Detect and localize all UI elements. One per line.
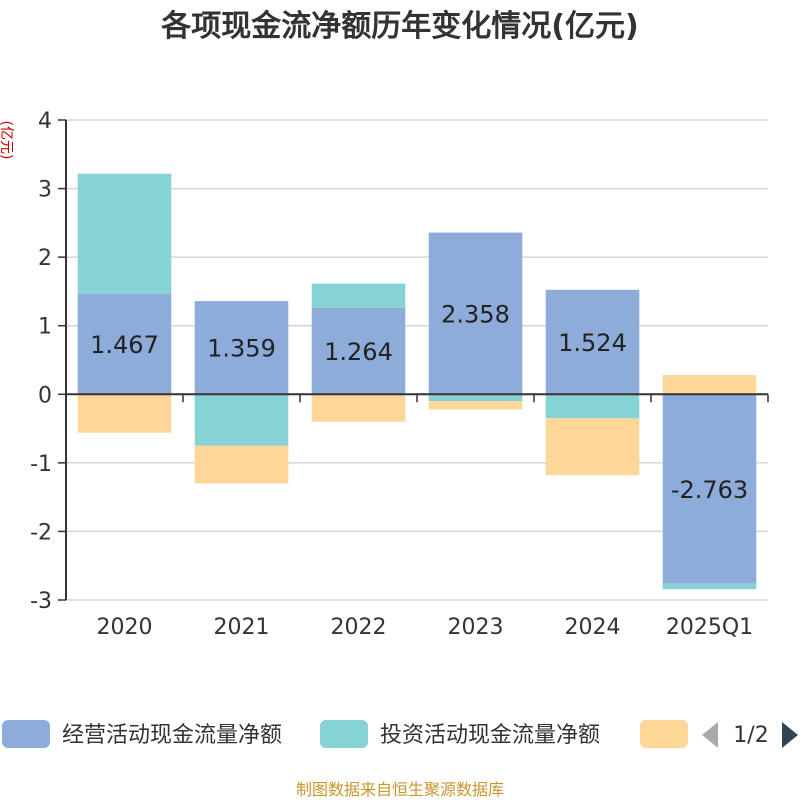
data-label: 1.467	[90, 331, 159, 359]
legend-prev-icon	[702, 722, 718, 748]
data-label: 1.359	[207, 335, 276, 363]
legend-label: 经营活动现金流量净额	[62, 723, 282, 748]
y-tick-label: 0	[38, 383, 52, 408]
x-tick-label: 2023	[448, 615, 504, 640]
bar-segment	[77, 394, 172, 433]
data-label: -2.763	[671, 476, 748, 504]
x-tick-label: 2020	[97, 615, 153, 640]
data-label: 2.358	[441, 300, 510, 328]
data-label: 1.264	[324, 338, 393, 366]
bar-segment	[428, 394, 523, 402]
x-tick-label: 2024	[565, 615, 621, 640]
y-tick-label: -3	[30, 589, 52, 614]
data-label: 1.524	[558, 329, 627, 357]
legend-next-icon	[782, 722, 798, 748]
bar-segment	[428, 232, 523, 395]
y-tick-label: 4	[38, 109, 52, 134]
legend-label: 投资活动现金流量净额	[380, 723, 600, 748]
y-tick-label: -1	[30, 452, 52, 477]
bar-segment	[77, 293, 172, 395]
bar-segment	[545, 418, 640, 476]
chart-title: 各项现金流净额历年变化情况(亿元)	[160, 9, 638, 44]
gridlines	[66, 119, 768, 601]
y-tick-label: 2	[38, 246, 52, 271]
bar-segment	[662, 583, 757, 590]
legend-swatch	[640, 720, 688, 748]
bar-segment	[428, 401, 523, 410]
y-tick-label: 3	[38, 178, 52, 203]
bar-segment	[194, 301, 289, 395]
bar-segment	[194, 394, 289, 446]
legend-swatch	[320, 720, 368, 748]
bar-segment	[194, 445, 289, 484]
y-tick-label: 1	[38, 315, 52, 340]
source-note: 制图数据来自恒生聚源数据库	[296, 780, 504, 799]
legend-swatch	[2, 720, 50, 748]
bar-segment	[545, 394, 640, 419]
bar-segment	[545, 289, 640, 395]
axes: 4 3 2 1 0 -1 -2 -3 2020 2021 2022 2023 2024 2025Q1	[30, 109, 769, 640]
y-axis-unit-label: (亿元)	[0, 121, 14, 160]
bar-segment	[662, 375, 757, 395]
bar-segment	[311, 307, 406, 395]
bar-segment	[311, 394, 406, 422]
bar-segment	[662, 394, 757, 584]
bar-series	[77, 173, 757, 590]
x-tick-label: 2022	[331, 615, 387, 640]
bar-segment	[311, 283, 406, 308]
y-tick-label: -2	[30, 520, 52, 545]
x-tick-label: 2021	[214, 615, 270, 640]
legend: 经营活动现金流量净额 投资活动现金流量净额 1/2	[2, 720, 798, 748]
legend-page-indicator: 1/2	[733, 723, 768, 748]
bar-segment	[77, 173, 172, 294]
x-tick-label: 2025Q1	[666, 615, 753, 640]
data-labels: 1.467 1.359 1.264 2.358 1.524 -2.763	[90, 300, 748, 504]
